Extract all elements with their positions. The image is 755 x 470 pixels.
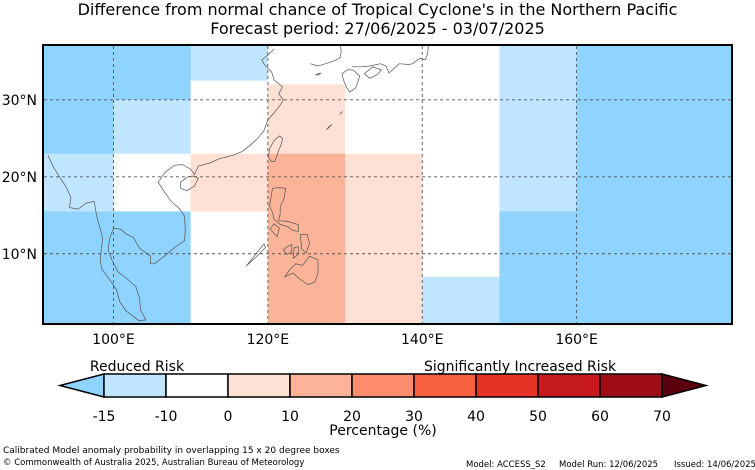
colorbar-segment	[227, 373, 291, 398]
footer-issued: Issued: 14/06/2025	[674, 460, 755, 470]
coastline	[352, 45, 429, 74]
colorbar-segment	[475, 373, 539, 398]
footer-model-run: Model Run: 12/06/2025	[559, 460, 659, 470]
colorbar-tick-label: 40	[467, 409, 485, 425]
colorbar-segment	[289, 373, 353, 398]
anomaly-cell	[44, 99, 114, 155]
coastline	[299, 234, 310, 254]
anomaly-cell	[422, 46, 500, 278]
anomaly-cell	[345, 46, 423, 85]
colorbar-tick-label: 50	[529, 409, 547, 425]
colorbar-segment	[351, 373, 415, 398]
colorbar-segment	[165, 373, 229, 398]
anomaly-cell	[44, 211, 192, 324]
colorbar-tick-label: 30	[405, 409, 423, 425]
coastline	[315, 72, 322, 76]
footer-description: Calibrated Model anomaly probability in …	[3, 446, 340, 456]
anomaly-cells	[44, 46, 732, 324]
coastline	[283, 255, 319, 285]
anomaly-cell	[190, 80, 269, 155]
anomaly-cell	[267, 153, 346, 324]
colorbar-segment	[103, 373, 167, 398]
coastline	[47, 48, 284, 322]
colorbar-tick-label: 0	[224, 409, 233, 425]
colorbar-right-label: Significantly Increased Risk	[424, 359, 617, 375]
colorbar-segment	[537, 373, 601, 398]
coastline	[364, 66, 382, 79]
colorbar-left-label: Reduced Risk	[90, 359, 185, 375]
anomaly-cell	[190, 211, 269, 324]
coastline	[269, 223, 280, 238]
colorbar-ticks: -15 -10 0 10 20 30 40 50 60 70	[93, 409, 671, 425]
title-line-2: Forecast period: 27/06/2025 - 03/07/2025	[210, 19, 545, 38]
anomaly-cell	[499, 211, 578, 324]
anomaly-cell	[422, 276, 500, 324]
map-frame	[42, 44, 733, 325]
footer-copyright: © Commonwealth of Australia 2025, Austra…	[3, 458, 305, 468]
anomaly-cell	[113, 99, 192, 155]
lon-tick-label: 160°E	[555, 332, 598, 348]
coastline	[310, 45, 342, 67]
footer-model: Model: ACCESS_S2	[466, 460, 546, 470]
lon-tick-label: 140°E	[401, 332, 444, 348]
chart-title: Difference from normal chance of Tropica…	[0, 0, 755, 38]
coastline	[339, 111, 343, 115]
coastline	[282, 243, 293, 255]
colorbar-segment	[413, 373, 477, 398]
gridlines	[44, 46, 731, 323]
anomaly-cell	[576, 46, 732, 324]
anomaly-cell	[44, 153, 114, 212]
coastline	[269, 187, 300, 232]
colorbar-under-arrow	[57, 373, 105, 398]
colorbar-tick-label: 10	[281, 409, 299, 425]
lat-tick-label: 30°N	[2, 93, 37, 109]
colorbar-over-arrow	[661, 373, 709, 398]
coastline	[341, 69, 361, 93]
anomaly-cell	[345, 153, 423, 324]
coastlines	[47, 45, 429, 322]
anomaly-cell	[44, 46, 192, 101]
colorbar-tick-label: 60	[591, 409, 609, 425]
lon-tick-label: 100°E	[92, 332, 135, 348]
anomaly-cell	[190, 153, 269, 212]
colorbar-xlabel: Percentage (%)	[329, 423, 436, 439]
coastline	[268, 135, 283, 162]
colorbar-tick-label: 20	[343, 409, 361, 425]
colorbar-segments	[57, 373, 709, 398]
anomaly-cell	[267, 46, 346, 85]
anomaly-cell	[345, 84, 423, 155]
colorbar-segment	[599, 373, 663, 398]
lat-tick-label: 10°N	[2, 247, 37, 263]
colorbar-tick-label: 70	[653, 409, 671, 425]
axis-ticks: 100°E 120°E 140°E 160°E 10°N 20°N 30°N	[2, 93, 598, 348]
colorbar-tick-label: -10	[155, 409, 178, 425]
colorbar-tick-label: -15	[93, 409, 116, 425]
lon-tick-label: 120°E	[247, 332, 290, 348]
lat-tick-label: 20°N	[2, 170, 37, 186]
title-line-1: Difference from normal chance of Tropica…	[77, 0, 678, 19]
anomaly-cell	[113, 153, 192, 212]
coastline	[245, 242, 266, 267]
anomaly-cell	[190, 46, 269, 82]
coastline	[326, 124, 333, 131]
anomaly-cell	[499, 46, 578, 212]
